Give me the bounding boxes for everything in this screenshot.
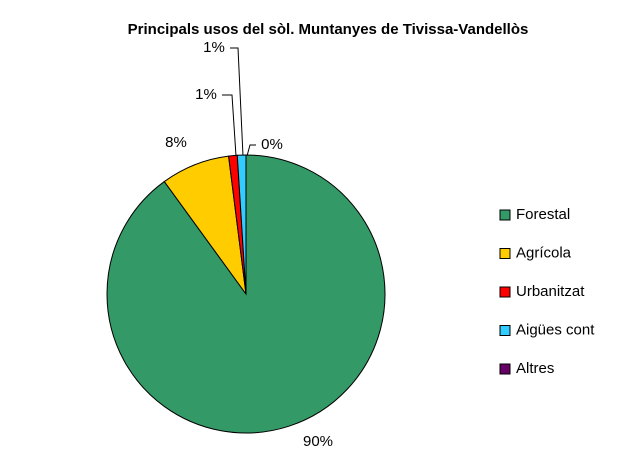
legend-swatch	[499, 325, 511, 336]
legend-label: Agrícola	[516, 244, 572, 261]
leader-line	[246, 144, 256, 157]
legend-swatch	[499, 286, 511, 298]
data-label: 1%	[203, 39, 225, 56]
data-label: 90%	[303, 433, 333, 450]
legend-swatch	[499, 363, 511, 375]
legend-swatch	[499, 209, 511, 221]
leader-line	[222, 94, 237, 157]
leader-line	[230, 47, 244, 157]
legend-label: Aigües cont	[516, 321, 595, 338]
legend-label: Urbanitzat	[516, 283, 585, 300]
data-label: 8%	[165, 134, 187, 151]
data-label: 1%	[195, 86, 217, 103]
data-label: 0%	[261, 136, 283, 153]
legend-swatch	[499, 248, 511, 259]
legend-label: Forestal	[516, 206, 570, 223]
chart-title: Principals usos del sòl. Muntanyes de Ti…	[128, 21, 529, 38]
legend-label: Altres	[516, 360, 554, 377]
